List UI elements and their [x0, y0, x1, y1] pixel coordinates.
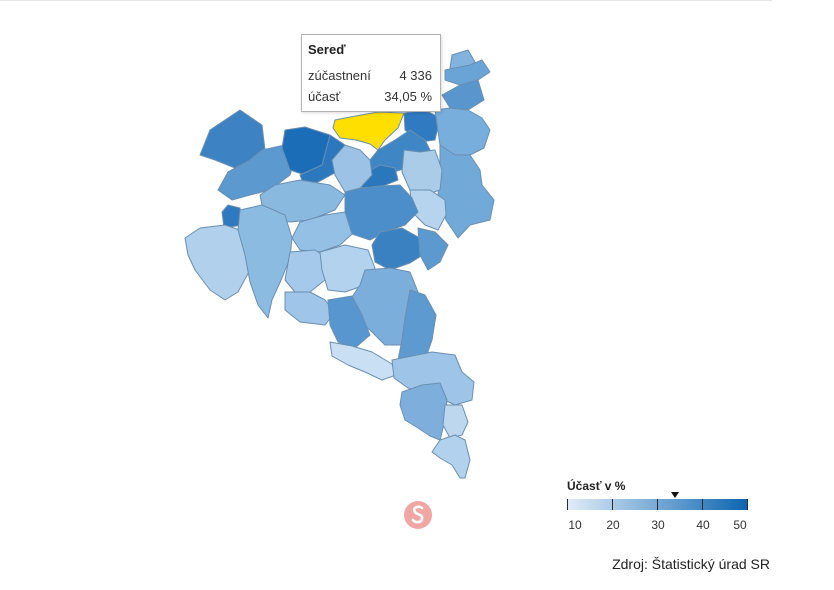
map-region[interactable] [417, 227, 449, 271]
map-region[interactable] [431, 434, 471, 479]
map-region[interactable] [391, 351, 475, 406]
top-divider [0, 0, 772, 1]
map-region[interactable] [399, 382, 448, 441]
legend-label: 50 [733, 518, 747, 532]
map-region[interactable] [329, 341, 397, 381]
map-region[interactable] [221, 204, 243, 229]
legend-tick [702, 499, 703, 510]
legend-tick [612, 499, 613, 510]
map-region[interactable] [237, 204, 293, 319]
tooltip-row-participants: zúčastnení 4 336 [308, 68, 432, 83]
tooltip-row-turnout: účasť 34,05 % [308, 89, 432, 104]
legend-label: 40 [696, 518, 710, 532]
tooltip-title: Sereď [308, 42, 346, 57]
map-region-sered[interactable] [332, 111, 405, 151]
map-region[interactable] [442, 404, 469, 439]
tooltip-value: 4 336 [399, 68, 432, 83]
map-region[interactable] [327, 295, 371, 349]
tooltip-label: zúčastnení [308, 68, 371, 83]
map-region[interactable] [184, 224, 251, 301]
legend-label: 30 [651, 518, 665, 532]
map-region[interactable] [291, 211, 353, 253]
legend-label: 20 [606, 518, 620, 532]
tooltip-label: účasť [308, 89, 341, 104]
legend-tick [567, 499, 568, 510]
legend-value-marker-icon [671, 492, 679, 498]
map-region[interactable] [401, 149, 443, 196]
map-region[interactable] [441, 79, 485, 111]
region-tooltip: Sereď zúčastnení 4 336 účasť 34,05 % [301, 34, 441, 112]
legend-label: 10 [568, 518, 582, 532]
legend-tick [657, 499, 658, 510]
map-region[interactable] [444, 59, 491, 86]
brand-logo-icon [404, 501, 432, 529]
legend-tick [747, 499, 748, 510]
legend-title: Účasť v % [567, 479, 626, 493]
map-region[interactable] [284, 291, 336, 326]
map-region[interactable] [437, 144, 495, 239]
map-region[interactable] [284, 249, 331, 293]
map-region[interactable] [371, 227, 424, 271]
source-credit: Zdroj: Štatistický úrad SR [612, 556, 770, 572]
tooltip-value: 34,05 % [384, 89, 432, 104]
